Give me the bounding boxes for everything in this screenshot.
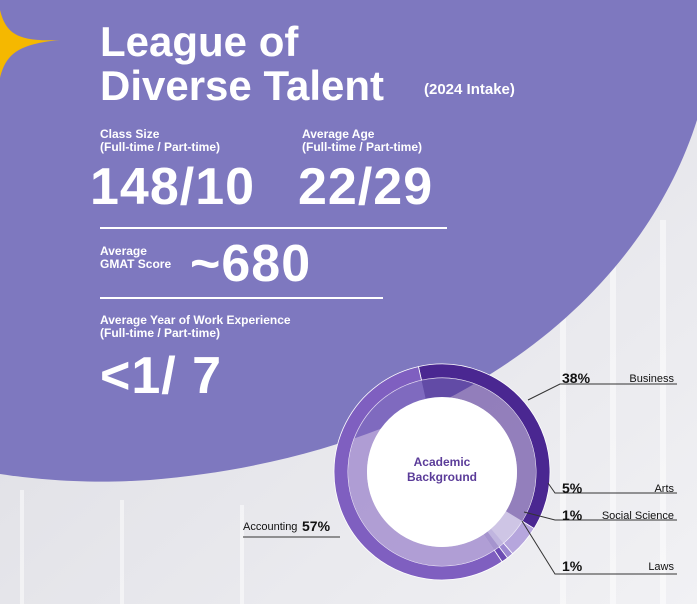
average-age-value: 22/29 [298,158,434,216]
purple-panel [0,0,697,482]
slice-inner-accounting [348,380,495,566]
divider-2 [100,297,383,299]
slice-label-arts: Arts [654,483,674,495]
class-size-value: 148/10 [90,158,256,216]
donut-center-line-2: Background [406,470,477,484]
gmat-value: ~680 [190,235,312,293]
slice-inner-arts [491,511,523,544]
sparkle-star-icon [0,10,60,78]
intake-label: (2024 Intake) [424,81,515,98]
slice-value-laws: 1% [562,558,583,574]
gmat-label: Average GMAT Score [100,245,171,271]
leader-lines [243,383,677,575]
slice-label-accounting: Accounting [243,521,298,533]
slice-inner-business [421,377,536,522]
slice-value-business: 38% [562,370,591,386]
slice-inner-social-science [487,528,504,547]
title-line-1: League of [100,18,299,65]
slice-value-accounting: 57% [302,518,331,534]
work-experience-label: Average Year of Work Experience (Full-ti… [100,314,291,340]
gmat-label-line-2: GMAT Score [100,257,172,271]
slice-value-social-science: 1% [562,507,583,523]
work-experience-label-line-1: Average Year of Work Experience [100,313,291,327]
class-size-label: Class Size (Full-time / Part-time) [100,128,220,154]
academic-background-donut [333,363,551,581]
donut-hole [367,397,517,547]
work-experience-value: <1/ 7 [100,347,223,405]
average-age-label-line-2: (Full-time / Part-time) [302,140,423,154]
slice-label-business: Business [629,373,674,385]
donut-center-label: Academic Background [372,455,512,485]
average-age-label: Average Age (Full-time / Part-time) [302,128,422,154]
class-size-label-line-2: (Full-time / Part-time) [100,140,221,154]
slice-value-arts: 5% [562,480,583,496]
title-line-2: Diverse Talent [100,62,385,109]
work-experience-label-line-2: (Full-time / Part-time) [100,326,221,340]
average-age-label-line-1: Average Age [302,127,375,141]
gmat-label-line-1: Average [100,244,147,258]
slice-label-laws: Laws [648,561,674,573]
donut-center-line-1: Academic [413,455,471,469]
slice-label-social-science: Social Science [601,510,674,522]
class-size-label-line-1: Class Size [100,127,160,141]
divider-1 [100,227,447,229]
window-frames [20,220,666,604]
slice-inner-laws [483,531,499,551]
